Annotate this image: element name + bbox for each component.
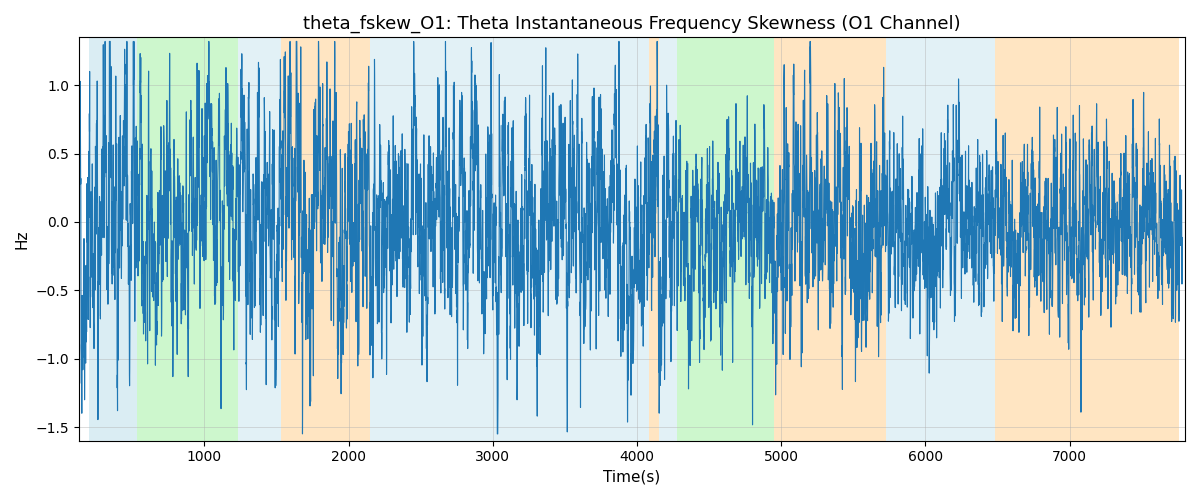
Bar — [995, 38, 1180, 440]
Bar — [371, 38, 648, 440]
Y-axis label: Hz: Hz — [14, 230, 30, 249]
X-axis label: Time(s): Time(s) — [604, 470, 660, 485]
Bar — [137, 38, 238, 440]
Bar — [648, 38, 659, 440]
Bar — [238, 38, 281, 440]
Bar — [774, 38, 887, 440]
Bar — [887, 38, 995, 440]
Title: theta_fskew_O1: Theta Instantaneous Frequency Skewness (O1 Channel): theta_fskew_O1: Theta Instantaneous Freq… — [304, 15, 961, 34]
Bar — [281, 38, 371, 440]
Bar — [677, 38, 774, 440]
Bar — [659, 38, 677, 440]
Bar — [89, 38, 137, 440]
